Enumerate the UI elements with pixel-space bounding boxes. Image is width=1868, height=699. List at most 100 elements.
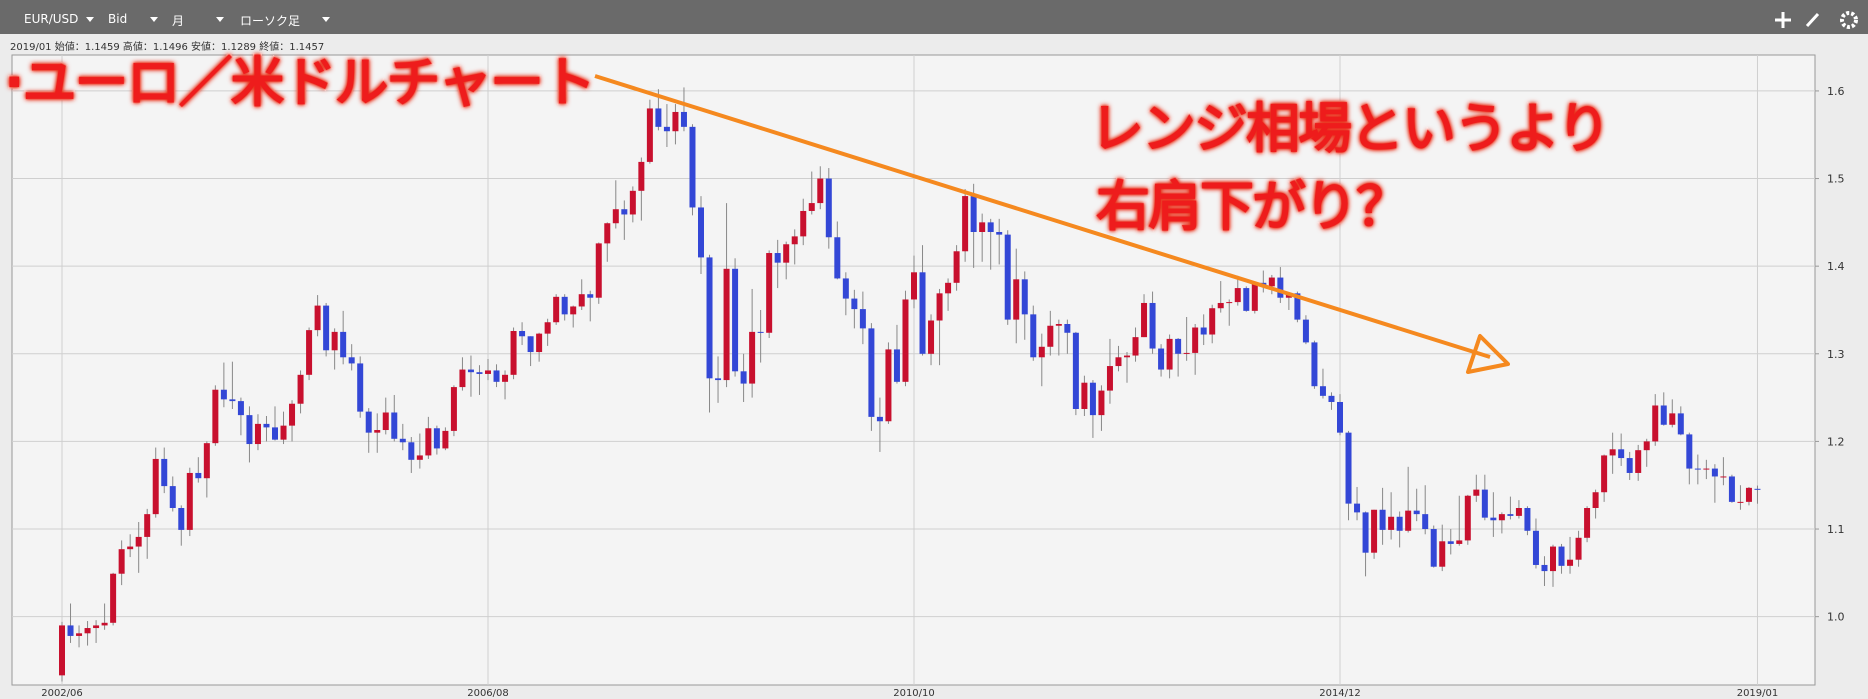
candle-body xyxy=(1635,450,1642,473)
dropdown-arrow[interactable] xyxy=(150,17,158,22)
candle-body xyxy=(1439,541,1446,567)
y-tick-label: 1.5 xyxy=(1827,173,1845,186)
x-tick-label: 2014/12 xyxy=(1319,688,1361,699)
candle-body xyxy=(587,294,594,298)
candle-body xyxy=(1584,508,1591,538)
candle-body xyxy=(127,546,134,550)
candle-body xyxy=(1558,546,1565,566)
candle-body xyxy=(476,372,483,374)
candle-body xyxy=(911,272,917,300)
candle-body xyxy=(450,387,457,431)
candle-body xyxy=(1166,338,1173,370)
candle-body xyxy=(1737,501,1744,503)
candle-body xyxy=(314,305,321,331)
candle-body xyxy=(561,296,568,315)
candle-body xyxy=(399,438,406,443)
candle-body xyxy=(817,178,824,204)
candle-body xyxy=(1098,390,1105,416)
candle-body xyxy=(1430,529,1437,567)
candle-body xyxy=(1243,288,1250,311)
toolbar: EUR/USD Bid 月 ローソク足 xyxy=(0,0,1868,34)
candle-body xyxy=(76,633,83,636)
candle-body xyxy=(416,455,423,460)
candle-body xyxy=(1473,489,1480,496)
candle-body xyxy=(945,282,952,294)
info-line: 2019/01 始値：1.1459 高値：1.1496 安値：1.1289 終値… xyxy=(10,40,324,53)
candle-body xyxy=(135,536,142,547)
candle-body xyxy=(1362,512,1369,553)
candle-body xyxy=(936,293,943,321)
candle-body xyxy=(749,331,756,384)
symbol-select[interactable]: EUR/USD xyxy=(24,12,79,26)
toolbar-icons xyxy=(86,11,1858,29)
candle-body xyxy=(527,336,534,353)
candle-body xyxy=(1464,495,1471,541)
candle-body xyxy=(578,294,585,307)
style-select[interactable]: ローソク足 xyxy=(240,14,301,28)
candle-body xyxy=(1575,537,1582,560)
candle-body xyxy=(1030,314,1037,358)
candle-body xyxy=(680,111,687,127)
candle-body xyxy=(902,299,909,382)
candle-body xyxy=(1405,510,1412,531)
candle-body xyxy=(612,209,619,224)
candle-body xyxy=(1507,514,1514,516)
candle-body xyxy=(502,374,509,382)
candle-body xyxy=(1618,449,1625,459)
candle-body xyxy=(1089,382,1096,416)
dropdown-arrow[interactable] xyxy=(86,17,94,22)
candle-body xyxy=(791,236,798,245)
candle-body xyxy=(1490,517,1497,521)
candle-body xyxy=(638,161,645,191)
candle-body xyxy=(161,458,168,487)
price-select[interactable]: Bid xyxy=(108,12,128,26)
candle-body xyxy=(382,412,389,431)
y-tick-label: 1.2 xyxy=(1827,435,1845,448)
trend-arrow xyxy=(594,74,1510,374)
candle-body xyxy=(433,428,440,449)
candle-body xyxy=(1175,338,1182,354)
candle-body xyxy=(953,251,960,283)
candle-body xyxy=(203,443,210,479)
candle-body xyxy=(1132,337,1139,356)
candle-body xyxy=(212,389,219,444)
candle-body xyxy=(919,272,926,354)
candle-body xyxy=(893,349,900,382)
candle-body xyxy=(1745,487,1752,502)
candle-body xyxy=(237,401,244,416)
candle-body xyxy=(59,625,65,676)
candle-body xyxy=(1021,279,1028,315)
candle-body xyxy=(306,330,313,375)
candle-body xyxy=(229,399,236,402)
candle-body xyxy=(1004,234,1011,320)
pencil-icon[interactable] xyxy=(1805,12,1820,28)
annotation: ·ユーロ／米ドルチャート xyxy=(3,50,598,116)
dropdown-arrow[interactable] xyxy=(216,17,224,22)
candle-body xyxy=(842,278,849,299)
candle-body xyxy=(289,403,296,426)
candle-body xyxy=(928,320,935,354)
candle-body xyxy=(1498,514,1505,521)
dropdown-arrow[interactable] xyxy=(322,17,330,22)
candle-body xyxy=(1524,508,1531,531)
candle-body xyxy=(118,549,125,574)
candle-body xyxy=(493,370,500,382)
candle-body xyxy=(876,416,883,422)
candle-body xyxy=(1183,352,1190,354)
candle-body xyxy=(808,203,815,211)
candle-body xyxy=(1149,302,1156,349)
candle-body xyxy=(1626,458,1633,473)
candle-body xyxy=(1277,277,1284,298)
candle-body xyxy=(1251,282,1258,311)
candle-body xyxy=(732,268,739,372)
candle-body xyxy=(1660,405,1667,425)
period-select[interactable]: 月 xyxy=(172,14,185,28)
candle-body xyxy=(757,331,764,333)
candle-body xyxy=(1038,346,1045,358)
settings-icon[interactable] xyxy=(1840,11,1858,29)
candle-body xyxy=(1686,434,1693,469)
candle-body xyxy=(663,126,670,132)
candle-body xyxy=(1711,468,1718,477)
candle-body xyxy=(1072,332,1079,409)
